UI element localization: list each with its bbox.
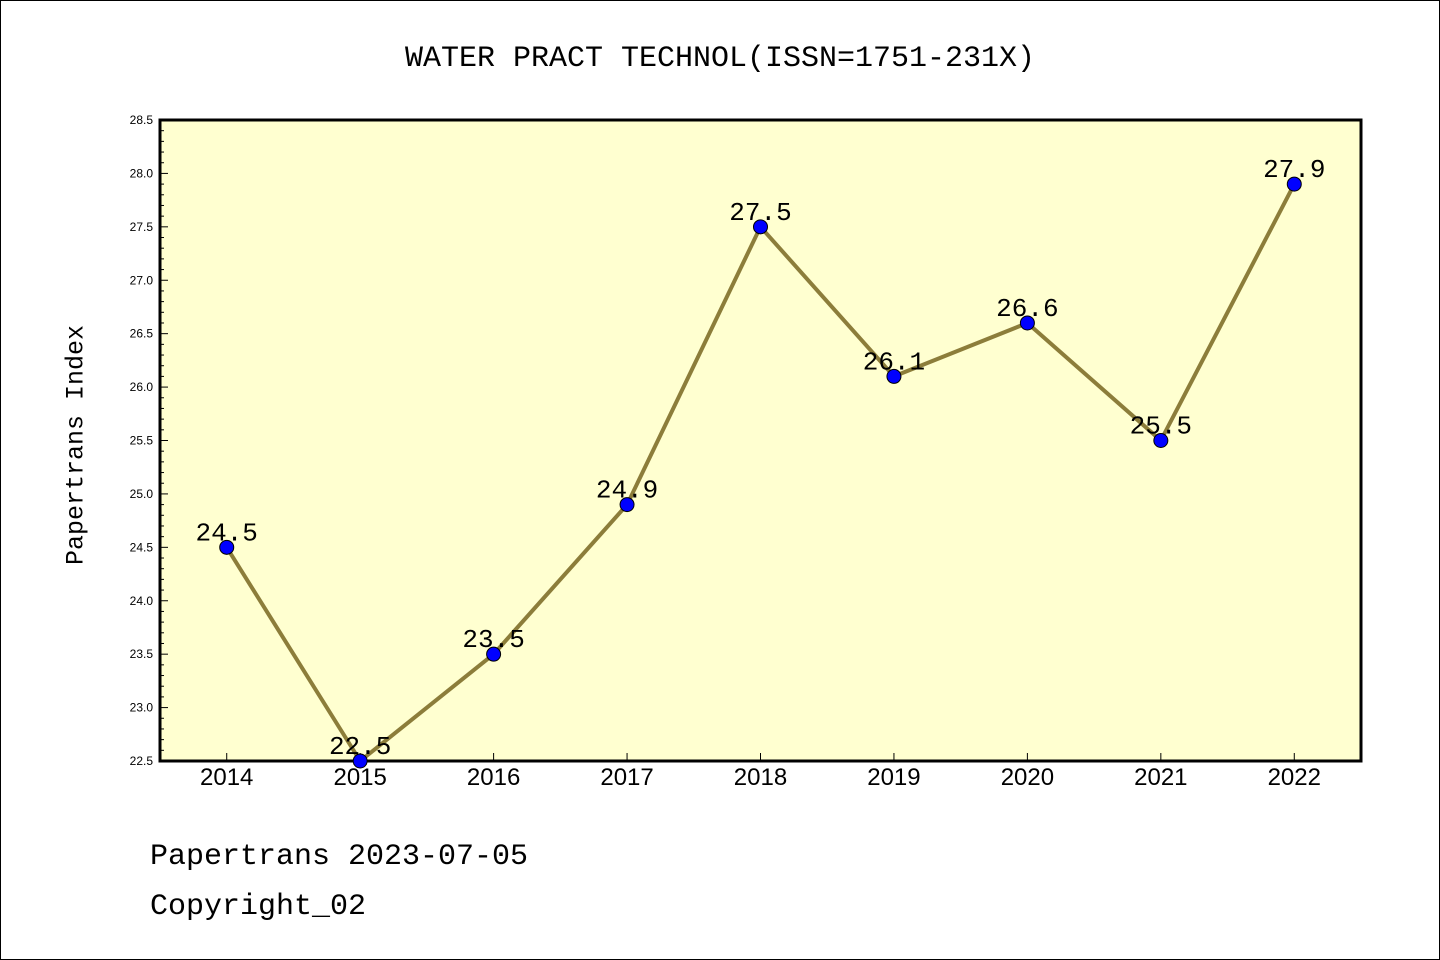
x-tick-label: 2018 xyxy=(734,764,787,791)
x-tick-label: 2022 xyxy=(1268,764,1321,791)
y-tick-label: 23.0 xyxy=(130,701,154,715)
x-tick-label: 2019 xyxy=(867,764,920,791)
footer-copyright: Copyright_02 xyxy=(150,890,366,924)
x-tick-label: 2020 xyxy=(1001,764,1054,791)
series-group: 24.522.523.524.927.526.126.625.527.9 xyxy=(196,155,1325,769)
data-point xyxy=(352,753,368,769)
x-tick-label: 2017 xyxy=(600,764,653,791)
y-tick-label: 25.0 xyxy=(130,487,154,501)
data-point xyxy=(1019,315,1035,331)
data-point xyxy=(1286,176,1302,192)
chart-title: WATER PRACT TECHNOL(ISSN=1751-231X) xyxy=(405,42,1035,76)
y-axis-label: Papertrans Index xyxy=(62,325,91,565)
data-point xyxy=(486,646,502,662)
y-tick-label: 26.0 xyxy=(130,380,154,394)
x-tick-label: 2014 xyxy=(200,764,253,791)
y-tick-label: 22.5 xyxy=(130,754,154,768)
y-tick-label: 24.5 xyxy=(130,540,154,554)
y-tick-label: 25.5 xyxy=(130,434,154,448)
data-point xyxy=(619,497,635,513)
y-tick-label: 27.0 xyxy=(130,273,154,287)
x-tick-label: 2021 xyxy=(1134,764,1187,791)
x-tick-label: 2016 xyxy=(467,764,520,791)
x-axis: 2014 2015 2016 2017 2018 2019 2020 2021 2022 xyxy=(200,753,1321,791)
y-tick-label: 26.5 xyxy=(130,327,154,341)
data-point xyxy=(886,368,902,384)
y-tick-label: 27.5 xyxy=(130,220,154,234)
data-point xyxy=(753,219,768,235)
footer-date-line: Papertrans 2023-07-05 xyxy=(150,840,528,874)
data-point xyxy=(1153,433,1169,448)
y-tick-label: 28.5 xyxy=(130,113,154,127)
y-axis: 22.5 23.0 23.5 24.0 24.5 25.0 25.5 26.0 26.5 27.0… xyxy=(130,113,168,768)
y-tick-label: 28.0 xyxy=(130,166,154,180)
y-tick-label: 23.5 xyxy=(130,647,154,661)
y-tick-label: 24.0 xyxy=(130,594,154,608)
data-point xyxy=(219,539,235,555)
